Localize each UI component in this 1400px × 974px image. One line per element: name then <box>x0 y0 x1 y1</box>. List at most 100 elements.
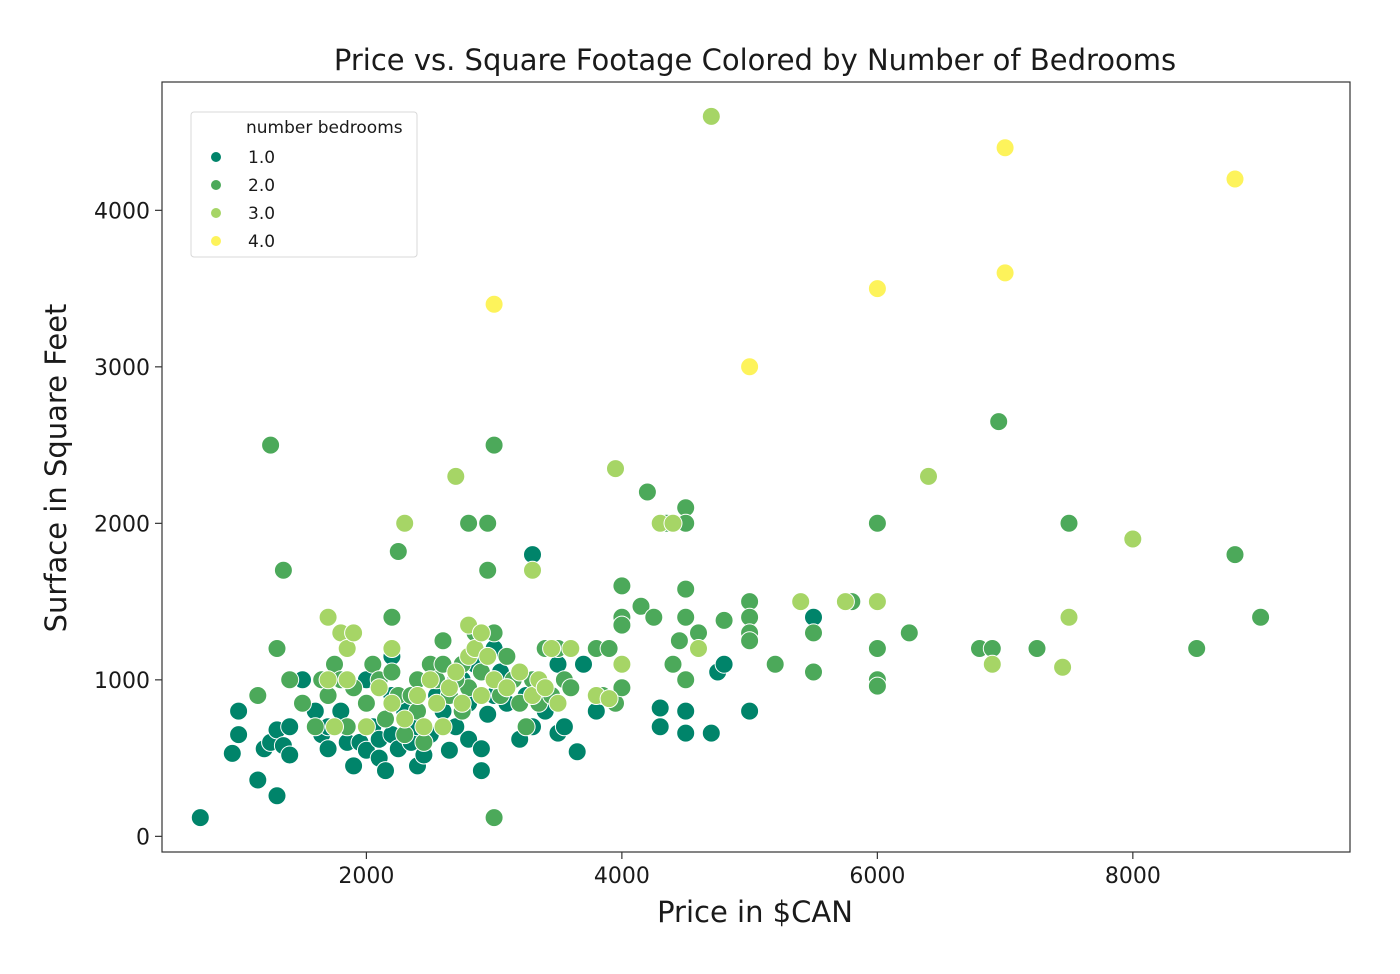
data-point <box>369 678 389 698</box>
data-point <box>740 357 760 377</box>
data-point <box>229 701 249 721</box>
data-point <box>433 717 453 737</box>
data-point <box>701 723 721 743</box>
data-point <box>989 412 1009 432</box>
data-point <box>478 704 498 724</box>
x-tick-label: 8000 <box>1105 864 1161 889</box>
data-point <box>280 717 300 737</box>
data-point <box>267 786 287 806</box>
data-point <box>261 435 281 455</box>
data-point <box>765 654 785 674</box>
data-point <box>190 808 210 828</box>
data-point <box>650 717 670 737</box>
data-point <box>344 756 364 776</box>
data-point <box>382 607 402 627</box>
data-point <box>523 560 542 580</box>
data-point <box>676 607 696 627</box>
data-point <box>561 678 581 698</box>
data-point <box>459 729 479 749</box>
points-layer <box>190 106 1271 828</box>
data-point <box>663 654 683 674</box>
data-point <box>459 513 479 533</box>
chart-title: Price vs. Square Footage Colored by Numb… <box>334 43 1176 77</box>
data-point <box>676 670 696 690</box>
data-point <box>567 742 587 762</box>
data-point <box>535 678 555 698</box>
data-point <box>484 808 504 828</box>
data-point <box>676 701 696 721</box>
data-point <box>561 639 581 658</box>
y-tick-label: 4000 <box>94 199 150 224</box>
data-point <box>548 693 568 713</box>
data-point <box>740 701 760 721</box>
data-point <box>471 686 491 705</box>
data-point <box>248 686 268 705</box>
data-point <box>804 662 823 682</box>
data-point <box>1123 529 1143 549</box>
data-point <box>612 615 632 635</box>
data-point <box>995 263 1015 283</box>
legend-box <box>190 111 418 258</box>
data-point <box>222 743 242 763</box>
data-point <box>344 623 364 643</box>
x-tick-label: 6000 <box>849 864 905 889</box>
data-point <box>318 607 338 627</box>
data-point <box>612 576 632 596</box>
data-point <box>471 623 491 643</box>
data-point <box>612 654 632 674</box>
y-tick-label: 0 <box>136 825 150 850</box>
data-point <box>1027 639 1047 658</box>
data-point <box>484 435 504 455</box>
data-point <box>408 686 427 705</box>
data-point <box>452 693 472 713</box>
legend-marker <box>211 236 221 246</box>
data-point <box>791 592 811 612</box>
data-point <box>395 709 415 729</box>
data-point <box>497 678 517 698</box>
data-point <box>599 689 619 709</box>
x-tick-label: 4000 <box>594 864 650 889</box>
data-point <box>1251 607 1271 627</box>
data-point <box>229 725 249 745</box>
legend-marker <box>211 208 221 218</box>
data-point <box>388 542 408 561</box>
data-point <box>1053 657 1073 677</box>
data-point <box>995 138 1015 158</box>
data-point <box>478 513 498 533</box>
data-point <box>376 761 395 781</box>
data-point <box>542 639 562 658</box>
legend-label: 2.0 <box>248 176 275 196</box>
data-point <box>280 670 300 690</box>
data-point <box>676 579 696 599</box>
data-point <box>273 560 293 580</box>
data-point <box>867 676 887 696</box>
data-point <box>471 739 491 759</box>
y-axis-label: Surface in Square Feet <box>39 304 73 633</box>
data-point <box>471 761 491 781</box>
data-point <box>318 670 338 690</box>
data-point <box>318 739 338 759</box>
legend-title: number bedrooms <box>246 118 403 138</box>
data-point <box>599 639 619 658</box>
data-point <box>280 745 300 765</box>
data-point <box>248 770 268 790</box>
data-point <box>835 592 855 612</box>
data-point <box>663 513 683 533</box>
data-point <box>267 639 287 658</box>
data-point <box>982 654 1002 674</box>
data-point <box>414 717 434 737</box>
data-point <box>689 639 708 658</box>
data-point <box>516 717 536 737</box>
data-point <box>395 513 415 533</box>
data-point <box>804 623 823 643</box>
data-point <box>644 607 664 627</box>
x-axis: 2000 4000 6000 8000 <box>338 852 1161 889</box>
data-point <box>867 592 887 612</box>
legend-label: 4.0 <box>248 232 275 252</box>
data-point <box>612 678 632 698</box>
data-point <box>478 646 498 666</box>
data-point <box>867 513 887 533</box>
data-point <box>676 723 696 743</box>
data-point <box>554 717 574 737</box>
